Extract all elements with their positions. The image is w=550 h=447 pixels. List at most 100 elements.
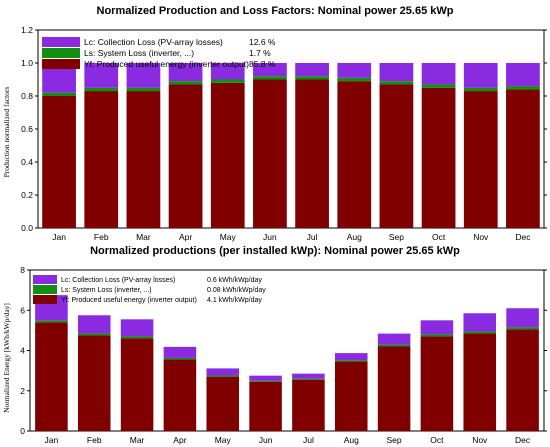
chart-2-bar-jul-series-2 [292,373,325,379]
chart-1-legend-value: 1.7 % [249,48,271,58]
chart-1-bar-jan-series-0 [42,96,76,228]
chart-2-x-tick-label: Oct [430,435,444,445]
chart-1-bar-mar-series-1 [126,87,161,92]
chart-2-y-tick-label: 0 [20,426,25,436]
chart-1-legend-value: 12.6 % [249,37,276,47]
chart-1-bar-aug-series-2 [337,63,372,78]
chart-2-x-tick-label: Apr [173,435,186,445]
chart-1-bar-mar-series-2 [126,63,161,88]
chart-2-x-tick-label: Jul [303,435,314,445]
chart-1-x-tick-label: Jul [307,232,318,242]
chart-2-bar-sep-series-2 [377,333,411,345]
chart-2-legend-swatch [33,295,57,304]
chart-1-y-tick-label: 0.0 [21,223,33,233]
chart-1-x-tick-label: Mar [136,232,151,242]
chart-1-legend-label: Lc: Collection Loss (PV-array losses) [84,37,223,47]
chart-2-bar-mar-series-2 [120,319,154,337]
chart-2-bar-feb-series-0 [77,335,111,431]
chart-1-bar-aug-series-1 [337,77,372,82]
chart-2-y-tick-label: 2 [20,386,25,396]
chart-1-bar-jul-series-2 [295,63,329,77]
chart-1-bar-jun-series-2 [253,63,287,77]
chart-1-bar-apr-series-0 [168,84,203,228]
chart-1-bar-jul-series-0 [295,79,329,228]
chart-2-x-tick-label: Feb [87,435,102,445]
chart-2-bar-aug-series-1 [334,360,368,362]
chart-1-legend-label: Ls: System Loss (inverter, ...) [84,48,194,58]
chart-2-bar-aug-series-2 [334,353,368,361]
chart-2-x-tick-label: Dec [515,435,531,445]
chart-1-x-tick-label: Dec [515,232,531,242]
chart-1-y-tick-label: 0.2 [21,190,33,200]
chart-1-y-tick-label: 0.4 [21,157,33,167]
chart-2-bar-may-series-1 [206,375,240,377]
chart-2-bar-jun-series-0 [249,381,282,431]
chart-1-plot: 0.0 0.2 0.4 0.6 0.8 1.0 1.2 Jan Feb Mar Apr May Jun J… [21,25,547,242]
chart-2-bar-jun-series-1 [249,380,282,382]
chart-1-bar-may-series-0 [210,82,245,228]
chart-2-bar-apr-series-2 [163,346,197,358]
chart-1-bar-feb-series-2 [84,63,119,88]
chart-1-legend-swatch [42,59,80,69]
chart-1-y-tick-label: 0.8 [21,91,33,101]
chart-1-y-tick-label: 1.2 [21,25,33,35]
chart-2-bar-may-series-2 [206,368,240,376]
chart-2-plot: 0 2 4 6 8 Jan Feb Mar Apr May Jun Jul Aug Sep Oct Nov De… [20,265,547,445]
chart-2-y-tick-label: 8 [20,265,25,275]
chart-1-title: Normalized Production and Loss Factors: … [97,5,454,17]
chart-1-x-tick-label: Apr [179,232,192,242]
chart-1-bar-nov-series-0 [463,91,498,228]
chart-2-x-tick-label: Jan [45,435,59,445]
chart-1-bar-oct-series-1 [421,84,456,88]
chart-2-x-tick-label: Aug [344,435,359,445]
chart-1-bar-oct-series-2 [421,63,456,85]
chart-1-x-tick-label: Aug [347,232,362,242]
chart-2-y-tick-label: 4 [20,346,25,356]
chart-1-bar-dec-series-1 [506,86,540,90]
chart-2-legend-swatch [33,275,57,284]
chart-1-y-tick-label: 0.6 [21,124,33,134]
chart-2-bar-nov-series-1 [463,331,497,334]
chart-2-bar-jun-series-2 [249,375,282,381]
chart-2-legend-value: 0.6 kWh/kWp/day [207,277,262,284]
chart-1-y-tick-label: 1.0 [21,58,33,68]
chart-2-bar-dec-series-1 [506,327,539,330]
chart-1-x-tick-label: Nov [473,232,489,242]
chart-1-bar-oct-series-0 [421,87,456,228]
chart-1-bar-may-series-1 [210,79,245,83]
chart-1-x-tick-label: Jun [263,232,277,242]
chart-2-x-tick-label: May [215,435,232,445]
chart-2-title: Normalized productions (per installed kW… [90,245,460,257]
chart-2-bar-dec-series-2 [506,308,539,328]
chart-1-legend-label: Yf: Produced useful energy (inverter out… [84,59,249,69]
chart-2-bar-apr-series-0 [163,359,197,431]
chart-1-bar-sep-series-1 [379,81,414,85]
chart-2-x-tick-label: Mar [130,435,145,445]
chart-1-legend-swatch [42,48,80,58]
chart-1-bar-jul-series-1 [295,76,329,80]
chart-2-bar-mar-series-1 [120,336,154,339]
chart-2-bar-nov-series-2 [463,313,497,332]
chart-1-bar-may-series-2 [210,63,245,80]
chart-1-bar-dec-series-2 [506,63,540,87]
chart-1-bar-feb-series-0 [84,91,119,228]
chart-1-legend-swatch [42,37,80,47]
chart-1-x-tick-label: Sep [389,232,404,242]
chart-2-bar-jan-series-0 [35,322,68,431]
chart-2-legend-value: 4.1 kWh/kWp/day [207,297,262,304]
chart-1-x-tick-label: Oct [432,232,446,242]
chart-1-bar-jun-series-1 [253,76,287,80]
chart-2-bar-mar-series-0 [120,338,154,431]
chart-2-bar-jan-series-1 [35,320,68,323]
chart-2-legend-label: Ls: System Loss (inverter, ...) [61,287,152,294]
chart-2-legend-label: Yf: Produced useful energy (inverter out… [61,297,197,304]
chart-2-x-tick-label: Jun [259,435,273,445]
chart-2-bar-feb-series-1 [77,333,111,336]
chart-2-bar-sep-series-0 [377,346,411,431]
chart-2-x-tick-label: Nov [472,435,488,445]
chart-2-y-tick-label: 6 [20,305,25,315]
chart-1-x-tick-label: Feb [94,232,109,242]
chart-1-bar-apr-series-2 [168,63,203,82]
chart-2-bar-dec-series-0 [506,329,539,431]
